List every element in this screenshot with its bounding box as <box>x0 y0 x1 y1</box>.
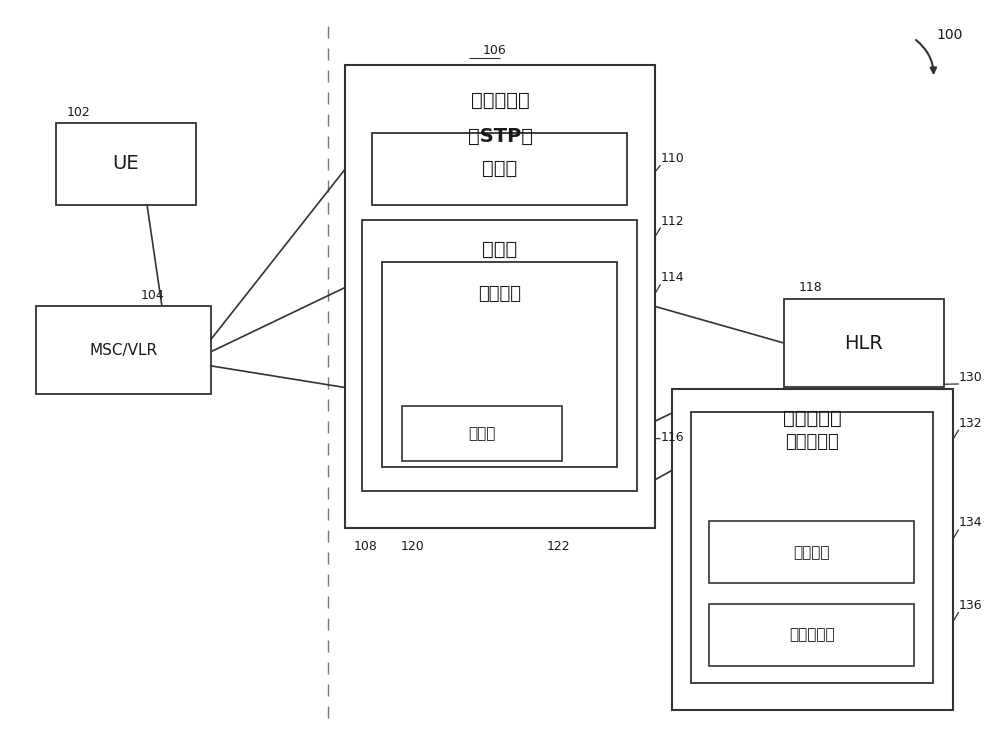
Text: 存储器: 存储器 <box>482 240 517 259</box>
Bar <box>36 306 211 394</box>
Bar <box>784 299 944 387</box>
Text: 132: 132 <box>959 417 982 430</box>
Bar <box>672 389 953 709</box>
Text: 100: 100 <box>937 28 963 42</box>
Text: 记录条目: 记录条目 <box>793 545 830 560</box>
Text: 114: 114 <box>661 271 684 285</box>
Text: 信号传输点: 信号传输点 <box>471 90 529 109</box>
Text: 130: 130 <box>959 371 982 384</box>
Bar <box>709 604 914 666</box>
Text: 110: 110 <box>661 152 684 166</box>
Text: 验证数据库: 验证数据库 <box>785 433 839 451</box>
Bar <box>372 133 627 205</box>
Bar <box>709 522 914 583</box>
Text: 108: 108 <box>353 540 377 554</box>
Text: 120: 120 <box>401 540 425 554</box>
Bar <box>691 412 933 683</box>
Text: 116: 116 <box>661 432 684 444</box>
Bar <box>345 65 655 528</box>
Text: 到期超时値: 到期超时値 <box>789 627 834 642</box>
Text: 112: 112 <box>661 214 684 228</box>
Text: 104: 104 <box>141 289 165 302</box>
Text: 数据库主机: 数据库主机 <box>783 409 842 429</box>
Text: 处理器: 处理器 <box>482 160 517 178</box>
Text: MSC/VLR: MSC/VLR <box>89 343 158 358</box>
Text: 验证引擎: 验证引擎 <box>478 285 521 303</box>
Bar <box>402 406 562 460</box>
Text: 134: 134 <box>959 517 982 529</box>
Bar <box>56 123 196 205</box>
Text: 136: 136 <box>959 599 982 612</box>
Text: HLR: HLR <box>845 333 883 353</box>
Text: 106: 106 <box>483 44 507 57</box>
Text: 118: 118 <box>799 282 823 294</box>
Text: 122: 122 <box>546 540 570 554</box>
Bar <box>382 262 617 466</box>
Text: UE: UE <box>113 154 139 173</box>
Bar <box>362 219 637 491</box>
Text: 102: 102 <box>66 106 90 119</box>
Text: 计时器: 计时器 <box>468 426 496 440</box>
Text: （STP）: （STP） <box>468 127 532 146</box>
